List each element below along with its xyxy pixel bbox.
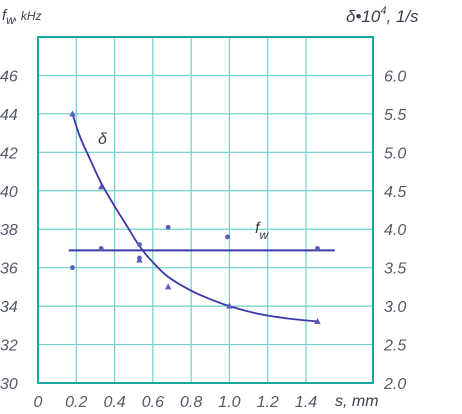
x-tick-label: 1.4 (295, 394, 317, 411)
fw-point (165, 224, 171, 230)
left-tick-label: 38 (0, 222, 18, 239)
left-tick-label: 40 (0, 184, 18, 201)
plot-frame (37, 36, 374, 384)
fw-point (315, 246, 320, 251)
left-tick-label: 36 (0, 261, 18, 278)
x-axis-ticks: 0 0.2 0.4 0.6 0.8 1.0 1.2 1.4 (34, 394, 318, 411)
left-tick-label: 34 (0, 299, 18, 316)
right-tick-label: 6.0 (384, 68, 406, 85)
delta-point (314, 317, 321, 324)
left-tick-label: 42 (0, 145, 18, 162)
x-tick-label: 0.2 (65, 394, 87, 411)
fw-series-label: fw (255, 220, 269, 242)
left-tick-label: 46 (0, 68, 18, 85)
x-tick-label: 0 (34, 394, 43, 411)
fw-point (137, 255, 142, 261)
right-tick-label: 5.0 (384, 145, 406, 162)
fw-point (137, 242, 142, 248)
left-axis-title: fw, kHz (2, 7, 42, 27)
x-tick-label: 0.6 (142, 394, 164, 411)
x-tick-label: 1.0 (218, 394, 240, 411)
right-axis-title: δ•104, 1/s (346, 5, 419, 26)
delta-point (69, 110, 76, 117)
left-tick-label: 32 (0, 338, 18, 355)
delta-point (226, 302, 233, 309)
delta-point (164, 283, 172, 290)
delta-point (97, 183, 105, 190)
right-tick-label: 2.0 (383, 376, 406, 393)
right-tick-label: 2.5 (383, 338, 406, 355)
fw-point (98, 246, 104, 251)
data-markers (69, 110, 321, 324)
x-tick-label: 1.2 (257, 394, 279, 411)
right-tick-label: 3.0 (384, 299, 406, 316)
fw-point (70, 265, 75, 271)
x-tick-label: 0.8 (180, 394, 202, 411)
delta-series-label: δ (98, 131, 108, 148)
right-tick-label: 3.5 (384, 261, 406, 278)
right-tick-label: 5.5 (384, 107, 406, 124)
left-tick-label: 30 (0, 376, 18, 393)
right-tick-label: 4.0 (384, 222, 406, 239)
left-tick-label: 44 (0, 107, 18, 124)
fw-point (225, 234, 230, 240)
delta-curve (71, 113, 318, 323)
right-axis-ticks: 2.0 2.5 3.0 3.5 4.0 4.5 5.0 5.5 6.0 (383, 68, 406, 393)
x-tick-label: 0.4 (103, 394, 125, 411)
x-axis-title: s, mm (335, 393, 379, 410)
grid (38, 37, 373, 383)
right-tick-label: 4.5 (384, 184, 406, 201)
left-axis-ticks: 30 32 34 36 38 40 42 44 46 (0, 68, 18, 393)
